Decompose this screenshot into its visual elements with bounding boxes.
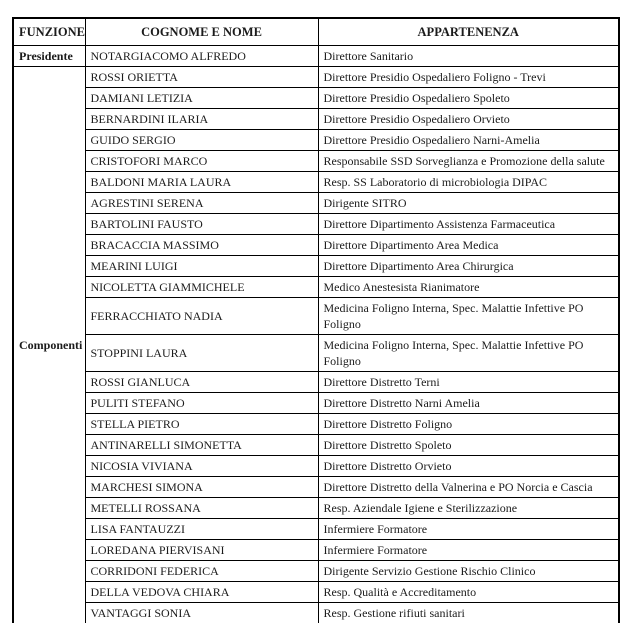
name-cell: STOPPINI LAURA: [84, 334, 319, 372]
name-cell: DELLA VEDOVA CHIARA: [84, 581, 319, 603]
table-row: STOPPINI LAURA Medicina Foligno Interna, …: [13, 334, 620, 372]
affiliation-cell: Direttore Distretto Orvieto: [317, 455, 620, 477]
table-row: DELLA VEDOVA CHIARA Resp. Qualità e Accre…: [13, 581, 620, 603]
affiliation-cell: Resp. Qualità e Accreditamento: [317, 581, 620, 603]
name-cell: VANTAGGI SONIA: [84, 602, 319, 623]
affiliation-cell: Infermiere Formatore: [317, 539, 620, 561]
table-row: AGRESTINI SERENA Dirigente SITRO: [13, 192, 620, 214]
affiliation-cell: Direttore Distretto della Valnerina e PO…: [317, 476, 620, 498]
name-cell: ANTINARELLI SIMONETTA: [84, 434, 319, 456]
table-row: GUIDO SERGIO Direttore Presidio Ospedalie…: [13, 129, 620, 151]
table-row: ANTINARELLI SIMONETTA Direttore Distretto…: [13, 434, 620, 456]
affiliation-cell: Direttore Presidio Ospedaliero Foligno -…: [317, 66, 620, 88]
name-cell: BERNARDINI ILARIA: [84, 108, 319, 130]
funzione-cell: Componenti: [12, 66, 86, 623]
table-row: LOREDANA PIERVISANI Infermiere Formatore: [13, 539, 620, 561]
name-cell: GUIDO SERGIO: [84, 129, 319, 151]
name-cell: FERRACCHIATO NADIA: [84, 297, 319, 335]
name-cell: NICOSIA VIVIANA: [84, 455, 319, 477]
affiliation-cell: Direttore Distretto Foligno: [317, 413, 620, 435]
affiliation-cell: Direttore Dipartimento Area Medica: [317, 234, 620, 256]
affiliation-cell: Direttore Distretto Spoleto: [317, 434, 620, 456]
name-cell: NICOLETTA GIAMMICHELE: [84, 276, 319, 298]
table-row: NICOSIA VIVIANA Direttore Distretto Orvie…: [13, 455, 620, 477]
table-row: BRACACCIA MASSIMO Direttore Dipartimento …: [13, 234, 620, 256]
affiliation-cell: Resp. Gestione rifiuti sanitari: [317, 602, 620, 623]
affiliation-cell: Medicina Foligno Interna, Spec. Malattie…: [317, 334, 620, 372]
committee-table: FUNZIONE COGNOME E NOME APPARTENENZA Pre…: [12, 17, 620, 623]
table-header: FUNZIONE COGNOME E NOME APPARTENENZA: [12, 17, 620, 46]
affiliation-cell: Direttore Dipartimento Area Chirurgica: [317, 255, 620, 277]
affiliation-cell: Resp. Aziendale Igiene e Sterilizzazione: [317, 497, 620, 519]
table-row: BARTOLINI FAUSTO Direttore Dipartimento A…: [13, 213, 620, 235]
affiliation-cell: Direttore Presidio Ospedaliero Narni-Ame…: [317, 129, 620, 151]
table-row: MEARINI LUIGI Direttore Dipartimento Area…: [13, 255, 620, 277]
table-row: DAMIANI LETIZIA Direttore Presidio Ospeda…: [13, 87, 620, 109]
name-cell: LOREDANA PIERVISANI: [84, 539, 319, 561]
name-cell: MEARINI LUIGI: [84, 255, 319, 277]
affiliation-cell: Dirigente SITRO: [317, 192, 620, 214]
affiliation-cell: Responsabile SSD Sorveglianza e Promozio…: [317, 150, 620, 172]
name-cell: STELLA PIETRO: [84, 413, 319, 435]
affiliation-cell: Direttore Presidio Ospedaliero Orvieto: [317, 108, 620, 130]
affiliation-cell: Dirigente Servizio Gestione Rischio Clin…: [317, 560, 620, 582]
column-header-appartenenza: APPARTENENZA: [317, 17, 620, 46]
name-cell: LISA FANTAUZZI: [84, 518, 319, 540]
table-row: CRISTOFORI MARCO Responsabile SSD Sorvegl…: [13, 150, 620, 172]
funzione-cell: Presidente: [12, 45, 86, 67]
affiliation-cell: Infermiere Formatore: [317, 518, 620, 540]
affiliation-cell: Medicina Foligno Interna, Spec. Malattie…: [317, 297, 620, 335]
table-body: Presidente NOTARGIACOMO ALFREDO Direttore …: [12, 45, 620, 623]
name-cell: PULITI STEFANO: [84, 392, 319, 414]
table-row: ROSSI GIANLUCA Direttore Distretto Terni: [13, 371, 620, 393]
name-cell: BALDONI MARIA LAURA: [84, 171, 319, 193]
affiliation-cell: Direttore Dipartimento Assistenza Farmac…: [317, 213, 620, 235]
table-row: LISA FANTAUZZI Infermiere Formatore: [13, 518, 620, 540]
table-row: CORRIDONI FEDERICA Dirigente Servizio Ges…: [13, 560, 620, 582]
name-cell: NOTARGIACOMO ALFREDO: [84, 45, 319, 67]
table-row: Componenti ROSSI ORIETTA Direttore Presidi…: [12, 66, 620, 623]
column-header-funzione: FUNZIONE: [12, 17, 86, 46]
name-cell: BARTOLINI FAUSTO: [84, 213, 319, 235]
table-row: NICOLETTA GIAMMICHELE Medico Anestesista …: [13, 276, 620, 298]
table-row: BALDONI MARIA LAURA Resp. SS Laboratorio …: [13, 171, 620, 193]
header-row: FUNZIONE COGNOME E NOME APPARTENENZA: [12, 17, 620, 46]
name-cell: MARCHESI SIMONA: [84, 476, 319, 498]
table-row: STELLA PIETRO Direttore Distretto Foligno: [13, 413, 620, 435]
name-cell: CRISTOFORI MARCO: [84, 150, 319, 172]
name-cell: AGRESTINI SERENA: [84, 192, 319, 214]
name-cell: ROSSI GIANLUCA: [84, 371, 319, 393]
table-row: BERNARDINI ILARIA Direttore Presidio Ospe…: [13, 108, 620, 130]
affiliation-cell: Direttore Sanitario: [317, 45, 620, 67]
name-cell: CORRIDONI FEDERICA: [84, 560, 319, 582]
column-header-cognome-e-nome: COGNOME E NOME: [84, 17, 319, 46]
affiliation-cell: Medico Anestesista Rianimatore: [317, 276, 620, 298]
affiliation-cell: Resp. SS Laboratorio di microbiologia DI…: [317, 171, 620, 193]
affiliation-cell: Direttore Presidio Ospedaliero Spoleto: [317, 87, 620, 109]
table-row: Presidente NOTARGIACOMO ALFREDO Direttore …: [12, 45, 620, 67]
table-row: PULITI STEFANO Direttore Distretto Narni …: [13, 392, 620, 414]
table-row: MARCHESI SIMONA Direttore Distretto della…: [13, 476, 620, 498]
affiliation-cell: Direttore Distretto Terni: [317, 371, 620, 393]
table-row: FERRACCHIATO NADIA Medicina Foligno Inter…: [13, 297, 620, 335]
name-cell: BRACACCIA MASSIMO: [84, 234, 319, 256]
name-cell: DAMIANI LETIZIA: [84, 87, 319, 109]
name-cell: METELLI ROSSANA: [84, 497, 319, 519]
affiliation-cell: Direttore Distretto Narni Amelia: [317, 392, 620, 414]
table-row: METELLI ROSSANA Resp. Aziendale Igiene e …: [13, 497, 620, 519]
table-row: VANTAGGI SONIA Resp. Gestione rifiuti san…: [13, 602, 620, 623]
name-cell: ROSSI ORIETTA: [84, 66, 319, 88]
